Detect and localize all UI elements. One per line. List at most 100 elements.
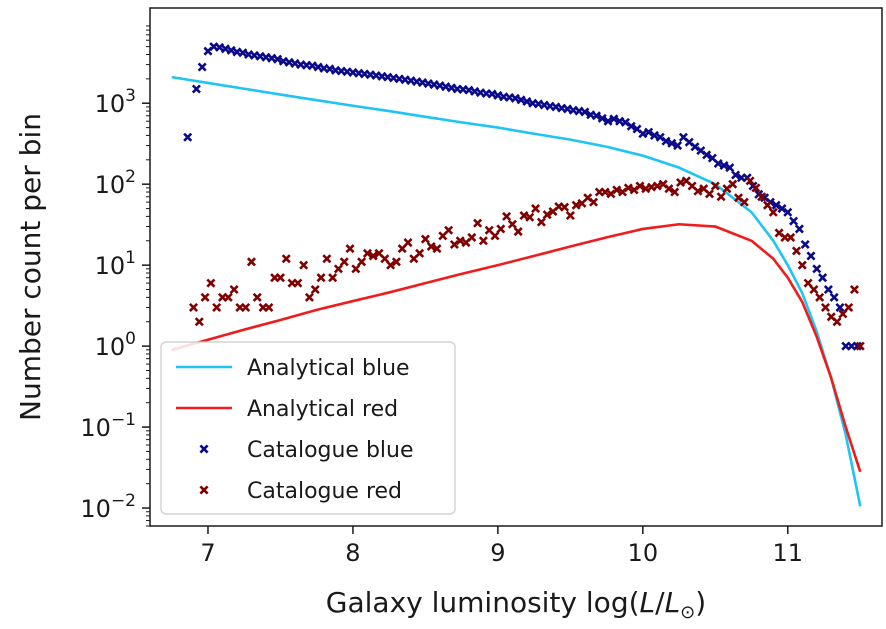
catalogue-red-point [188, 302, 199, 313]
x-tick-label: 9 [490, 539, 505, 567]
catalogue-blue-point [238, 48, 248, 58]
catalogue-red-point [565, 211, 575, 221]
catalogue-red-point [322, 254, 332, 264]
catalogue-red-point [362, 248, 372, 258]
catalogue-red-point [496, 224, 506, 234]
catalogue-red-point [212, 302, 222, 313]
catalogue-red-point [316, 273, 326, 283]
catalogue-red-point [600, 187, 610, 197]
catalogue-red-point [328, 273, 338, 283]
catalogue-blue-point [183, 132, 193, 142]
catalogue-red-point [449, 239, 459, 249]
x-tick-label: 8 [345, 539, 360, 567]
catalogue-blue-point [197, 62, 207, 72]
y-tick-label: 10−1 [80, 410, 136, 442]
catalogue-red-point [693, 186, 703, 196]
legend-box [160, 341, 456, 515]
catalogue-red-point [473, 218, 483, 228]
y-tick-label: 100 [95, 329, 136, 361]
x-tick-label: 7 [200, 539, 215, 567]
catalogue-red-points [188, 176, 865, 351]
y-tick-label: 10−2 [80, 491, 136, 523]
x-axis-label: Galaxy luminosity log(L/L⊙) [326, 586, 706, 623]
catalogue-blue-point [591, 111, 601, 121]
catalogue-red-point [200, 292, 210, 302]
catalogue-red-point [589, 197, 599, 207]
catalogue-red-point [293, 278, 303, 288]
catalogue-blue-point [597, 113, 607, 123]
catalogue-red-point [786, 232, 796, 242]
analytical-blue-line [171, 75, 862, 507]
catalogue-blue-points [183, 42, 862, 351]
y-axis: 10−2 10−1 100 101 102 103 [80, 25, 150, 527]
catalogue-red-point [513, 227, 523, 237]
catalogue-blue-point [777, 204, 787, 214]
catalogue-blue-point [731, 170, 741, 180]
catalogue-blue-point [644, 127, 654, 137]
catalogue-blue-point [690, 142, 700, 152]
catalogue-red-point [275, 273, 285, 283]
catalogue-blue-point [220, 44, 230, 54]
catalogue-red-point [229, 285, 239, 295]
catalogue-red-point [606, 189, 616, 199]
catalogue-red-point [432, 244, 442, 254]
catalogue-blue-point [783, 207, 793, 217]
catalogue-blue-point [702, 150, 712, 160]
catalogue-red-point [444, 225, 454, 235]
catalogue-blue-point [661, 136, 671, 146]
catalogue-red-point [507, 219, 517, 229]
catalogue-blue-point [806, 251, 816, 261]
catalogue-blue-point [852, 341, 862, 351]
catalogue-blue-point [493, 90, 503, 100]
catalogue-red-point [490, 231, 500, 241]
catalogue-red-point [415, 248, 425, 258]
legend: Analytical blue Analytical red Catalogue b… [160, 341, 456, 515]
catalogue-red-point [241, 302, 251, 313]
catalogue-blue-point [510, 93, 520, 103]
plot-frame [149, 7, 883, 527]
catalogue-blue-point [522, 96, 532, 107]
catalogue-red-point [223, 292, 233, 302]
catalogue-red-point [380, 254, 390, 264]
catalogue-red-point [710, 181, 720, 191]
catalogue-blue-point [649, 130, 659, 140]
y-tick-label: 103 [95, 86, 136, 118]
catalogue-red-point [832, 317, 842, 327]
catalogue-blue-point [829, 292, 839, 302]
catalogue-red-point [333, 264, 343, 274]
catalogue-red-point [635, 181, 645, 191]
catalogue-red-point [246, 257, 256, 267]
catalogue-red-point [339, 257, 349, 267]
catalogue-blue-point [818, 273, 828, 283]
catalogue-red-point [745, 176, 755, 186]
catalogue-red-point [641, 184, 651, 194]
catalogue-red-point [467, 232, 477, 242]
catalogue-red-point [420, 234, 430, 244]
catalogue-red-point [664, 184, 674, 194]
catalogue-red-point [762, 200, 773, 210]
catalogue-red-point [194, 317, 204, 327]
catalogue-blue-point [516, 95, 526, 105]
catalogue-red-point [629, 185, 639, 195]
catalogue-blue-point [713, 158, 723, 169]
catalogue-blue-point [771, 200, 781, 210]
catalogue-red-point [704, 189, 715, 199]
catalogue-blue-point [655, 132, 665, 142]
catalogue-red-point [849, 285, 859, 295]
catalogue-red-point [652, 181, 662, 191]
catalogue-red-point [299, 260, 309, 270]
legend-label-analytical-red: Analytical red [247, 397, 398, 422]
catalogue-blue-point [609, 114, 619, 124]
catalogue-blue-point [719, 161, 729, 171]
catalogue-blue-point [580, 107, 590, 117]
catalogue-red-point [403, 238, 413, 248]
catalogue-blue-point [800, 239, 810, 249]
catalogue-red-point [206, 278, 216, 288]
legend-label-catalogue-red: Catalogue red [247, 479, 402, 504]
catalogue-red-point [844, 302, 854, 313]
y-tick-label: 101 [95, 248, 136, 280]
catalogue-red-point [536, 217, 546, 227]
catalogue-red-point [670, 187, 680, 197]
catalogue-blue-point [191, 84, 201, 94]
